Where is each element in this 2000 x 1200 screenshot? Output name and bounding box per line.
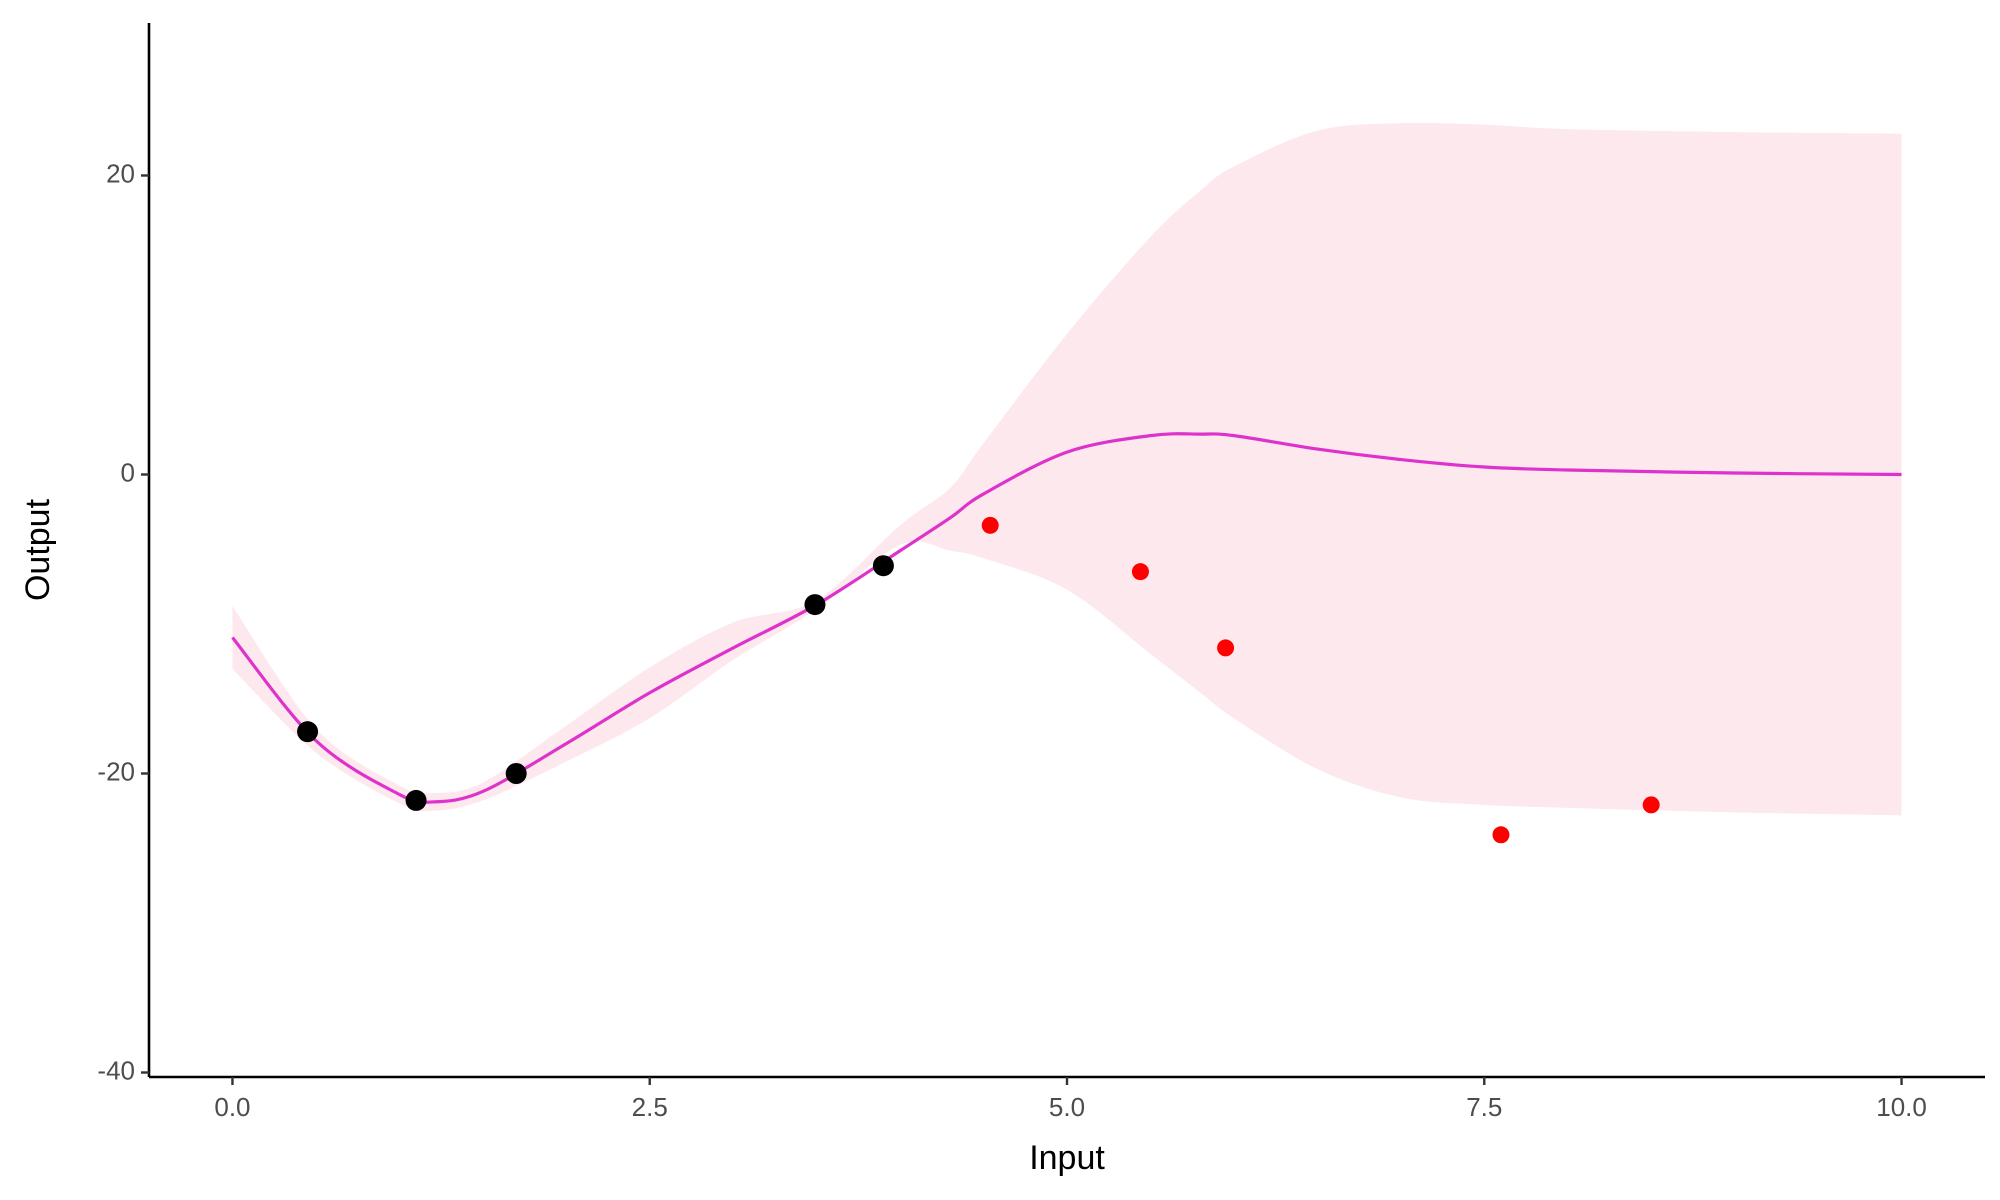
data-point [1492,826,1510,844]
data-point [804,594,826,616]
y-axis-title: Output [19,498,57,601]
data-point [505,763,527,785]
data-point [297,721,319,743]
x-tick-label: 2.5 [632,1092,668,1122]
data-point [1642,796,1660,814]
confidence-band [232,122,1902,816]
data-point [872,555,894,577]
mean-line [231,432,1902,805]
x-tick-label: 0.0 [214,1092,250,1122]
data-point [405,789,427,811]
y-tick-label: -40 [97,1055,135,1085]
y-tick-label: 20 [106,158,135,188]
data-point [1131,563,1149,581]
data-point [981,516,999,534]
x-tick-label: 5.0 [1049,1092,1085,1122]
y-tick-label: -20 [97,756,135,786]
x-axis-title: Input [1029,1139,1105,1177]
y-tick-label: 0 [121,457,135,487]
x-tick-label: 7.5 [1466,1092,1502,1122]
data-point [1217,639,1235,657]
x-tick-label: 10.0 [1876,1092,1927,1122]
